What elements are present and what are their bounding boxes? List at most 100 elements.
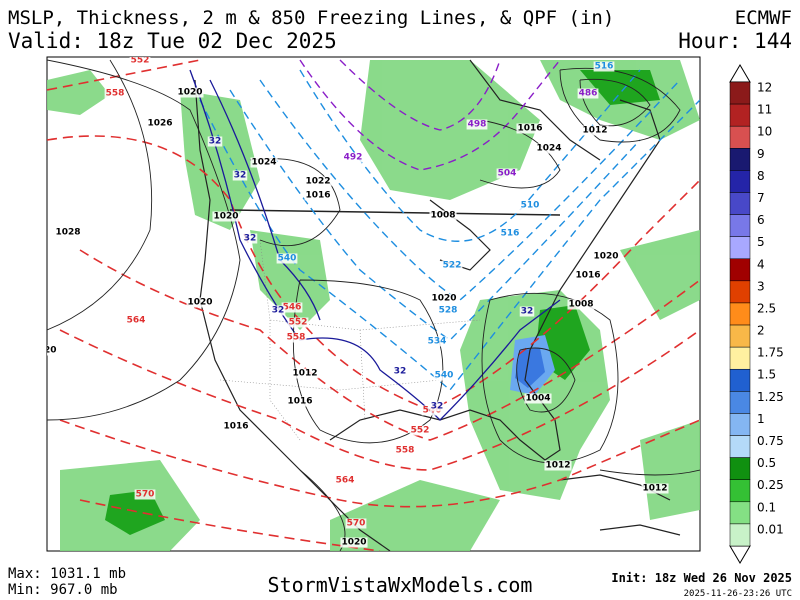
colorbar-swatch xyxy=(729,391,751,414)
colorbar-label: 4 xyxy=(757,257,765,271)
colorbar-swatch xyxy=(729,258,751,282)
thickness-label: 570 xyxy=(136,490,155,500)
timestamp: 2025-11-26-23:26 UTC xyxy=(684,589,792,599)
thickness-label: 570 xyxy=(347,519,366,529)
precip-snow-heavy xyxy=(515,348,545,388)
isobar-label: 1004 xyxy=(525,394,550,404)
isobar-label: 1008 xyxy=(568,300,593,310)
thickness-label: 540 xyxy=(278,254,297,264)
isobar-label: 1016 xyxy=(287,397,312,407)
colorbar-label: 2.5 xyxy=(757,301,776,315)
isobar-label: 1026 xyxy=(147,119,172,129)
colorbar-label: 2 xyxy=(757,324,765,338)
thickness-label: 486 xyxy=(579,89,598,99)
thickness-label: 540 xyxy=(435,371,454,381)
colorbar-label: 0.5 xyxy=(757,456,776,470)
colorbar-label: 0.75 xyxy=(757,434,784,448)
title: MSLP, Thickness, 2 m & 850 Freezing Line… xyxy=(8,7,614,29)
isobar-label: 1020 xyxy=(593,252,618,262)
colorbar-swatch xyxy=(729,346,751,370)
min-pressure: Min: 967.0 mb xyxy=(8,582,118,598)
isobar-label: 1020 xyxy=(187,298,212,308)
freezing-lines xyxy=(189,69,561,421)
isobar-label: 1022 xyxy=(305,177,330,187)
borders xyxy=(219,239,481,441)
isobar-label: 1008 xyxy=(430,211,455,221)
colorbar-label: 11 xyxy=(757,103,772,117)
freezing-line-label: 32 xyxy=(394,367,407,377)
model: ECMWF xyxy=(735,7,792,29)
isobar-label: 1012 xyxy=(642,484,667,494)
thickness-label: 564 xyxy=(127,316,146,326)
colorbar-label: 7 xyxy=(757,191,765,205)
colorbar-label: 12 xyxy=(757,81,772,95)
colorbar: 12 11 10 9 8 7 6 5 4 3 2.5 2 1.75 1.5 1.25 1 0.75 0.5 0.25… xyxy=(729,64,784,564)
colorbar-swatch xyxy=(729,501,751,525)
colorbar-label: 5 xyxy=(757,235,765,249)
colorbar-label: 10 xyxy=(757,125,772,139)
thickness-label: 552 xyxy=(289,318,308,328)
colorbar-label: 9 xyxy=(757,147,765,161)
colorbar-swatch xyxy=(729,457,751,480)
colorbar-label: 1.75 xyxy=(757,346,784,360)
isobar-label: 1012 xyxy=(582,126,607,136)
colorbar-swatch xyxy=(729,192,751,215)
thickness-label: 510 xyxy=(521,201,540,211)
thickness-label: 528 xyxy=(439,306,458,316)
colorbar-label: 8 xyxy=(757,169,765,183)
isobar-label: 1012 xyxy=(545,461,570,471)
isobar-label: 1028 xyxy=(55,228,80,238)
thickness-label: 534 xyxy=(428,337,447,347)
colorbar-arrow-top xyxy=(729,64,751,83)
freezing-line-label: 32 xyxy=(272,306,285,316)
thickness-warm xyxy=(47,59,700,551)
freezing-line-label: 32 xyxy=(234,171,247,181)
freezing-line-label: 32 xyxy=(521,307,534,317)
colorbar-label: 0.1 xyxy=(757,500,776,514)
colorbar-swatch xyxy=(729,81,751,105)
isobar-label: 1020 xyxy=(213,212,238,222)
thickness-label: 522 xyxy=(443,261,462,271)
colorbar-swatch xyxy=(729,324,751,348)
colorbar-swatch xyxy=(729,413,751,436)
freezing-line-label: 32 xyxy=(244,234,257,244)
thickness-low xyxy=(299,59,561,171)
isobar-label: 1020 xyxy=(341,538,366,548)
colorbar-label: 1.25 xyxy=(757,390,784,404)
isobar-label: 1024 xyxy=(536,144,561,154)
valid-time: Valid: 18z Tue 02 Dec 2025 xyxy=(8,29,337,53)
colorbar-label: 0.25 xyxy=(757,478,784,492)
colorbar-label: 3 xyxy=(757,279,765,293)
thickness-label: 492 xyxy=(344,153,363,163)
colorbar-swatch xyxy=(729,302,751,326)
thickness-label: 552 xyxy=(411,426,430,436)
thickness-label: 552 xyxy=(131,56,150,66)
thickness-label: 564 xyxy=(336,476,355,486)
thickness-label: 516 xyxy=(501,229,520,239)
precip-heavy xyxy=(105,70,660,535)
forecast-hour: Hour: 144 xyxy=(678,29,792,53)
isobar-label: 1012 xyxy=(292,369,317,379)
isobar-label: 1016 xyxy=(305,191,330,201)
thickness-label: 498 xyxy=(468,120,487,130)
colorbar-swatch xyxy=(729,280,751,304)
colorbar-label: 6 xyxy=(757,213,765,227)
colorbar-swatch xyxy=(729,170,751,193)
isobar-label: 1020 xyxy=(431,294,456,304)
init-time: Init: 18z Wed 26 Nov 2025 xyxy=(611,571,792,585)
colorbar-swatch xyxy=(729,125,751,149)
freezing-line-label: 32 xyxy=(209,137,222,147)
thickness-label: 558 xyxy=(106,89,125,99)
colorbar-swatch xyxy=(729,103,751,127)
colorbar-swatch xyxy=(729,368,751,392)
thickness-label: 558 xyxy=(396,446,415,456)
isobar-label: 1020 xyxy=(177,88,202,98)
max-pressure: Max: 1031.1 mb xyxy=(8,566,126,582)
colorbar-swatch xyxy=(729,523,751,547)
colorbar-label: 1 xyxy=(757,412,765,426)
thickness-label: 558 xyxy=(287,333,306,343)
thickness-label: 504 xyxy=(498,169,517,179)
isobar-label: 1020 xyxy=(31,346,56,356)
colorbar-swatch xyxy=(729,479,751,503)
